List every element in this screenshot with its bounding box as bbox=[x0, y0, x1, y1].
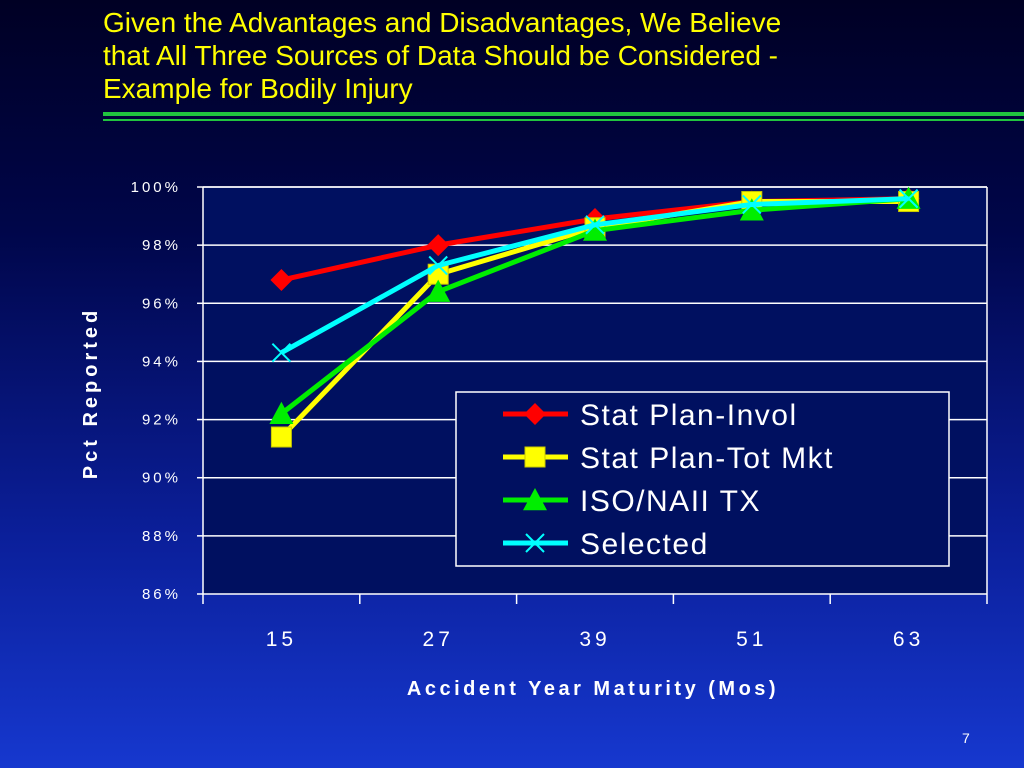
x-axis-title: Accident Year Maturity (Mos) bbox=[407, 678, 779, 700]
legend-marker-2 bbox=[524, 446, 546, 468]
legend-marker-4 bbox=[525, 533, 545, 553]
series-3-point bbox=[269, 401, 294, 424]
x-tick-label: 27 bbox=[423, 628, 454, 651]
series-4-point bbox=[742, 194, 762, 215]
x-tick-label: 39 bbox=[579, 628, 610, 651]
series-2-point bbox=[270, 426, 292, 448]
y-tick-label: 96% bbox=[142, 295, 181, 312]
legend-marker-3 bbox=[523, 488, 547, 511]
series-3-point bbox=[583, 218, 607, 241]
x-tick-label: 15 bbox=[266, 628, 297, 651]
legend-label-2: Stat Plan-Tot Mkt bbox=[580, 442, 834, 475]
series-4-point bbox=[271, 343, 292, 363]
y-tick-label: 94% bbox=[142, 353, 181, 370]
y-tick-label: 90% bbox=[142, 470, 181, 487]
slide-title: Given the Advantages and Disadvantages, … bbox=[103, 7, 782, 104]
y-tick-label: 92% bbox=[142, 412, 181, 429]
series-4-point bbox=[898, 188, 919, 209]
title-rule-thick bbox=[103, 112, 1024, 116]
title-rule-thin bbox=[103, 119, 1024, 121]
series-4-point bbox=[585, 215, 605, 235]
y-tick-label: 86% bbox=[142, 586, 181, 603]
series-3-point bbox=[739, 198, 764, 221]
series-1-point bbox=[427, 234, 450, 257]
legend-marker-1 bbox=[524, 403, 546, 425]
x-tick-label: 51 bbox=[736, 628, 767, 651]
series-1-point bbox=[270, 269, 293, 292]
legend-label-3: ISO/NAII TX bbox=[580, 485, 761, 518]
series-4-point bbox=[428, 255, 448, 276]
y-tick-label: 100% bbox=[131, 179, 181, 196]
y-tick-label: 98% bbox=[142, 237, 181, 254]
legend-label-4: Selected bbox=[580, 528, 709, 561]
y-axis-title: Pct Reported bbox=[80, 307, 102, 479]
y-tick-label: 88% bbox=[142, 528, 181, 545]
x-tick-label: 63 bbox=[893, 628, 924, 651]
legend-label-1: Stat Plan-Invol bbox=[580, 399, 798, 432]
page-number: 7 bbox=[962, 730, 970, 746]
series-3-point bbox=[426, 279, 451, 302]
